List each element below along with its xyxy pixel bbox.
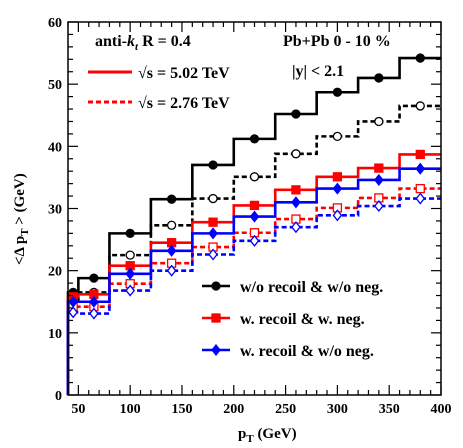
data-point	[291, 185, 301, 195]
data-point	[374, 116, 384, 127]
data-point	[166, 264, 177, 277]
y-tick-label: 20	[48, 265, 62, 280]
data-point	[166, 220, 177, 230]
data-point	[291, 109, 301, 119]
data-point	[415, 53, 425, 63]
y-axis-title: <Δ pT > (GeV)	[12, 173, 31, 265]
y-tick-label: 30	[48, 203, 62, 218]
jet-algorithm-label: anti-kt R = 0.4	[95, 33, 191, 53]
data-point	[332, 131, 343, 142]
data-point	[415, 162, 426, 175]
y-tick-label: 10	[48, 327, 62, 342]
data-point	[89, 273, 99, 283]
data-point	[332, 87, 343, 97]
data-point	[166, 244, 177, 257]
data-point	[125, 250, 135, 260]
series-step-line	[66, 167, 441, 395]
data-point	[291, 221, 301, 234]
y-tick-label: 0	[55, 389, 62, 404]
data-point	[208, 217, 218, 227]
energy-502-label: √s = 5.02 TeV	[138, 65, 230, 82]
axes-layer: 50 100 150 200 250 300 350 400 0 10 20 30 40 50 60	[48, 16, 452, 417]
series-step-line	[66, 56, 441, 395]
y-tick-label: 40	[48, 140, 62, 155]
data-point	[291, 149, 301, 159]
data-point	[208, 227, 218, 240]
series-norec_276	[66, 101, 441, 395]
legend-marker	[211, 313, 221, 323]
collision-system-label: Pb+Pb 0 - 10 %	[283, 33, 391, 50]
data-point	[415, 149, 425, 160]
x-tick-label: 150	[171, 402, 192, 417]
y-tick-label: 60	[48, 16, 62, 31]
series-step-line	[66, 104, 441, 395]
data-point	[249, 200, 260, 211]
legend-entry: w/o recoil & w/o neg.	[202, 279, 383, 296]
legend-label: w/o recoil & w/o neg.	[240, 279, 383, 296]
data-point	[374, 73, 384, 83]
x-tick-label: 50	[71, 402, 85, 417]
data-point	[415, 101, 425, 111]
legend-marker	[211, 281, 221, 291]
y-tick-label: 50	[48, 78, 62, 93]
legend-marker	[211, 343, 221, 357]
data-point	[208, 160, 218, 170]
data-point	[415, 183, 425, 194]
series-recnoneg_502	[66, 162, 441, 395]
data-point	[208, 193, 218, 204]
x-tick-label: 400	[431, 402, 452, 417]
data-point	[208, 248, 218, 261]
legend-label: w. recoil & w/o neg.	[240, 343, 374, 360]
data-point	[249, 234, 260, 247]
data-point	[374, 163, 384, 173]
series-recnoneg_276	[66, 192, 441, 395]
data-point	[332, 209, 343, 222]
x-tick-label: 100	[120, 402, 141, 417]
x-tick-label: 250	[275, 402, 296, 417]
data-point	[125, 228, 135, 239]
data-point	[374, 173, 384, 186]
data-point	[89, 295, 99, 308]
rapidity-label: |y| < 2.1	[292, 63, 344, 80]
series-layer	[66, 53, 441, 395]
legend-entry: w. recoil & w. neg.	[202, 311, 365, 328]
x-tick-label: 200	[223, 402, 244, 417]
data-point	[374, 199, 384, 213]
data-point	[249, 172, 260, 182]
data-point	[415, 192, 426, 205]
energy-legend: √s = 5.02 TeV √s = 2.76 TeV	[88, 65, 230, 112]
data-point	[249, 134, 260, 144]
data-point	[291, 196, 301, 209]
data-point	[125, 284, 135, 297]
series-norec_502	[66, 53, 441, 395]
data-point	[332, 172, 343, 182]
data-point	[332, 182, 343, 195]
x-axis-title: pT (GeV)	[238, 426, 297, 445]
data-point	[249, 210, 260, 223]
x-tick-label: 300	[327, 402, 348, 417]
data-point	[166, 194, 177, 204]
legend: w/o recoil & w/o neg. w. recoil & w. neg.…	[202, 279, 383, 360]
series-step-line	[66, 197, 441, 395]
x-tick-label: 350	[379, 402, 400, 417]
data-point	[68, 306, 79, 319]
legend-entry: w. recoil & w/o neg.	[202, 343, 374, 360]
legend-label: w. recoil & w. neg.	[240, 311, 365, 328]
data-point	[89, 307, 99, 320]
data-point	[125, 267, 135, 280]
energy-276-label: √s = 2.76 TeV	[138, 95, 230, 112]
